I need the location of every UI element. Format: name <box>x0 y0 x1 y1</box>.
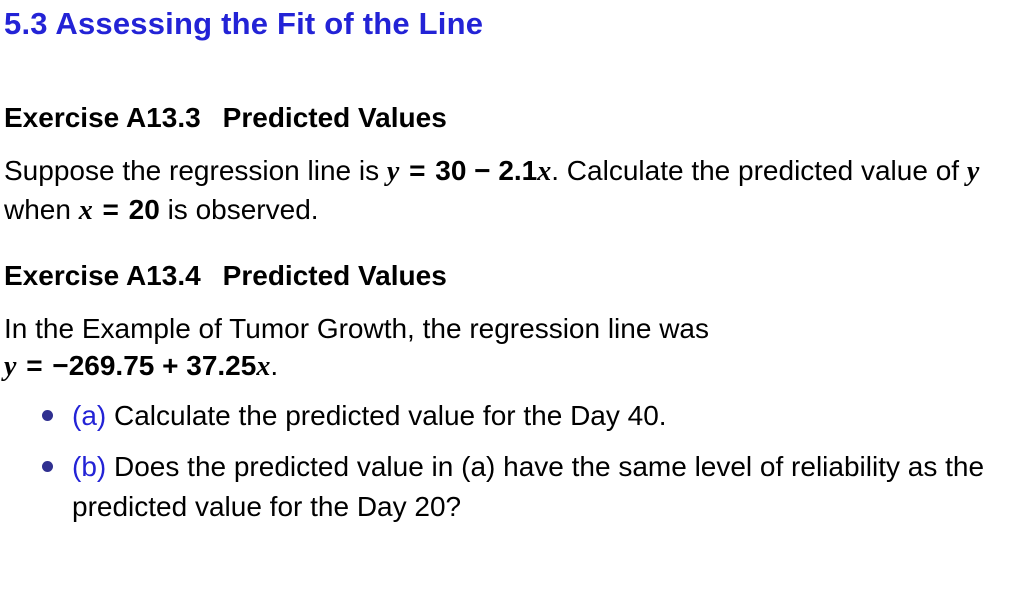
section-title: Assessing the Fit of the Line <box>55 6 483 41</box>
math-rhs: −269.75 + 37.25 <box>52 350 256 381</box>
exercise-heading: Exercise A13.4 Predicted Values <box>4 260 1014 292</box>
math-var-x: x <box>537 156 551 187</box>
exercise-heading: Exercise A13.3 Predicted Values <box>4 102 1014 134</box>
exercise-label: Exercise A13.4 <box>4 260 201 291</box>
part-label-b: (b) <box>72 451 106 482</box>
exercise-body: Suppose the regression line is y = 30 − … <box>4 152 1014 230</box>
text: when <box>4 194 79 225</box>
exercise-body: In the Example of Tumor Growth, the regr… <box>4 310 1014 387</box>
exercise-title: Predicted Values <box>223 260 447 291</box>
text: In the Example of Tumor Growth, the regr… <box>4 313 709 344</box>
exercise-title: Predicted Values <box>223 102 447 133</box>
exercise-label: Exercise A13.3 <box>4 102 201 133</box>
exercise-a13-4: Exercise A13.4 Predicted Values In the Ex… <box>4 260 1014 526</box>
text: . <box>270 350 278 381</box>
math-var-x: x <box>79 195 93 226</box>
list-item: (b) Does the predicted value in (a) have… <box>42 447 1014 525</box>
text: . Calculate the predicted value of <box>551 155 967 186</box>
math-var-y: y <box>4 351 16 382</box>
section-heading: 5.3 Assessing the Fit of the Line <box>4 6 1014 42</box>
part-label-a: (a) <box>72 400 106 431</box>
text: Suppose the regression line is <box>4 155 387 186</box>
part-text: Does the predicted value in (a) have the… <box>72 451 984 521</box>
math-var-y: y <box>387 156 399 187</box>
math-eq: = <box>16 350 52 381</box>
math-var-y: y <box>967 156 979 187</box>
math-val: 20 <box>129 194 160 225</box>
exercise-a13-3: Exercise A13.3 Predicted Values Suppose t… <box>4 102 1014 230</box>
list-item: (a) Calculate the predicted value for th… <box>42 396 1014 435</box>
math-rhs: 30 − 2.1 <box>435 155 537 186</box>
parts-list: (a) Calculate the predicted value for th… <box>4 396 1014 526</box>
math-eq: = <box>399 155 435 186</box>
math-var-x: x <box>256 351 270 382</box>
page-root: 5.3 Assessing the Fit of the Line Exerci… <box>0 0 1024 548</box>
section-number: 5.3 <box>4 6 48 41</box>
text: is observed. <box>160 194 319 225</box>
part-text: Calculate the predicted value for the Da… <box>106 400 666 431</box>
math-eq: = <box>93 194 129 225</box>
